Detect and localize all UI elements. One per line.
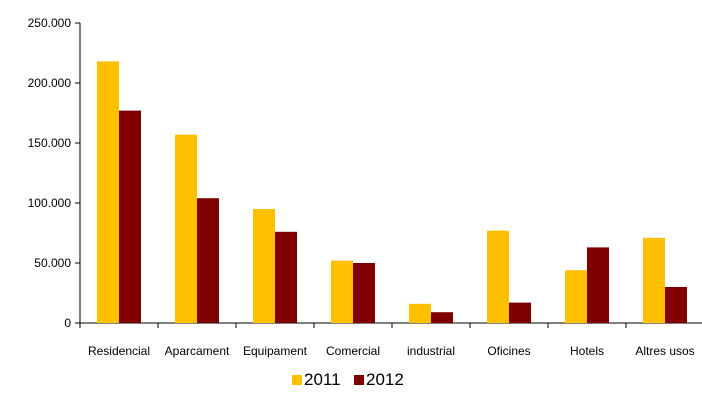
- legend-swatch-2012: [354, 375, 364, 385]
- bar-2011-hotels: [565, 270, 587, 323]
- legend-label-2012: 2012: [366, 370, 404, 389]
- legend-swatch-2011: [292, 375, 302, 385]
- bar-2012-aparcament: [197, 198, 219, 323]
- y-tick-label: 200.000: [28, 76, 72, 90]
- y-tick-label: 50.000: [34, 256, 71, 270]
- x-tick-label: Aparcament: [165, 344, 230, 358]
- legend-label-2011: 2011: [304, 370, 341, 389]
- y-tick-label: 250.000: [28, 16, 72, 30]
- legend: 2011 2012: [292, 370, 404, 389]
- x-tick-label: Oficines: [487, 344, 530, 358]
- bar-2012-residencial: [119, 110, 141, 323]
- bar-2012-comercial: [353, 263, 375, 323]
- y-axis: 0 50.000 100.000 150.000 200.000 250.000: [28, 16, 81, 330]
- bar-2012-altres-usos: [665, 287, 687, 323]
- x-tick-label: Residencial: [88, 344, 150, 358]
- bar-2011-oficines: [487, 230, 509, 323]
- x-tick-label: Equipament: [243, 344, 308, 358]
- x-tick-label: Altres usos: [635, 344, 694, 358]
- x-tick-label: Hotels: [570, 344, 604, 358]
- bars: [97, 61, 687, 324]
- x-tick-label: Comercial: [326, 344, 380, 358]
- y-tick-label: 0: [64, 316, 71, 330]
- bar-2012-equipament: [275, 231, 297, 323]
- bar-2011-altres-usos: [643, 237, 665, 323]
- bar-2012-hotels: [587, 247, 609, 323]
- y-tick-label: 150.000: [28, 136, 72, 150]
- x-axis: [79, 322, 702, 328]
- bar-2011-residencial: [97, 61, 119, 324]
- x-tick-label: industrial: [407, 344, 455, 358]
- category-labels: Residencial Aparcament Equipament Comercial…: [88, 344, 695, 358]
- bar-2012-oficines: [509, 302, 531, 323]
- y-tick-label: 100.000: [28, 196, 72, 210]
- bar-2011-industrial: [409, 303, 431, 323]
- bar-2011-comercial: [331, 260, 353, 323]
- bar-2012-industrial: [431, 312, 453, 323]
- bar-2011-aparcament: [175, 134, 197, 323]
- bar-2011-equipament: [253, 209, 275, 323]
